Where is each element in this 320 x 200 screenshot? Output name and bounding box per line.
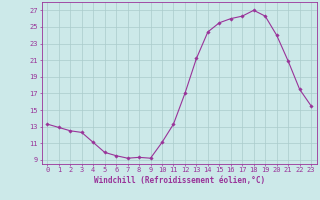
X-axis label: Windchill (Refroidissement éolien,°C): Windchill (Refroidissement éolien,°C)	[94, 176, 265, 185]
